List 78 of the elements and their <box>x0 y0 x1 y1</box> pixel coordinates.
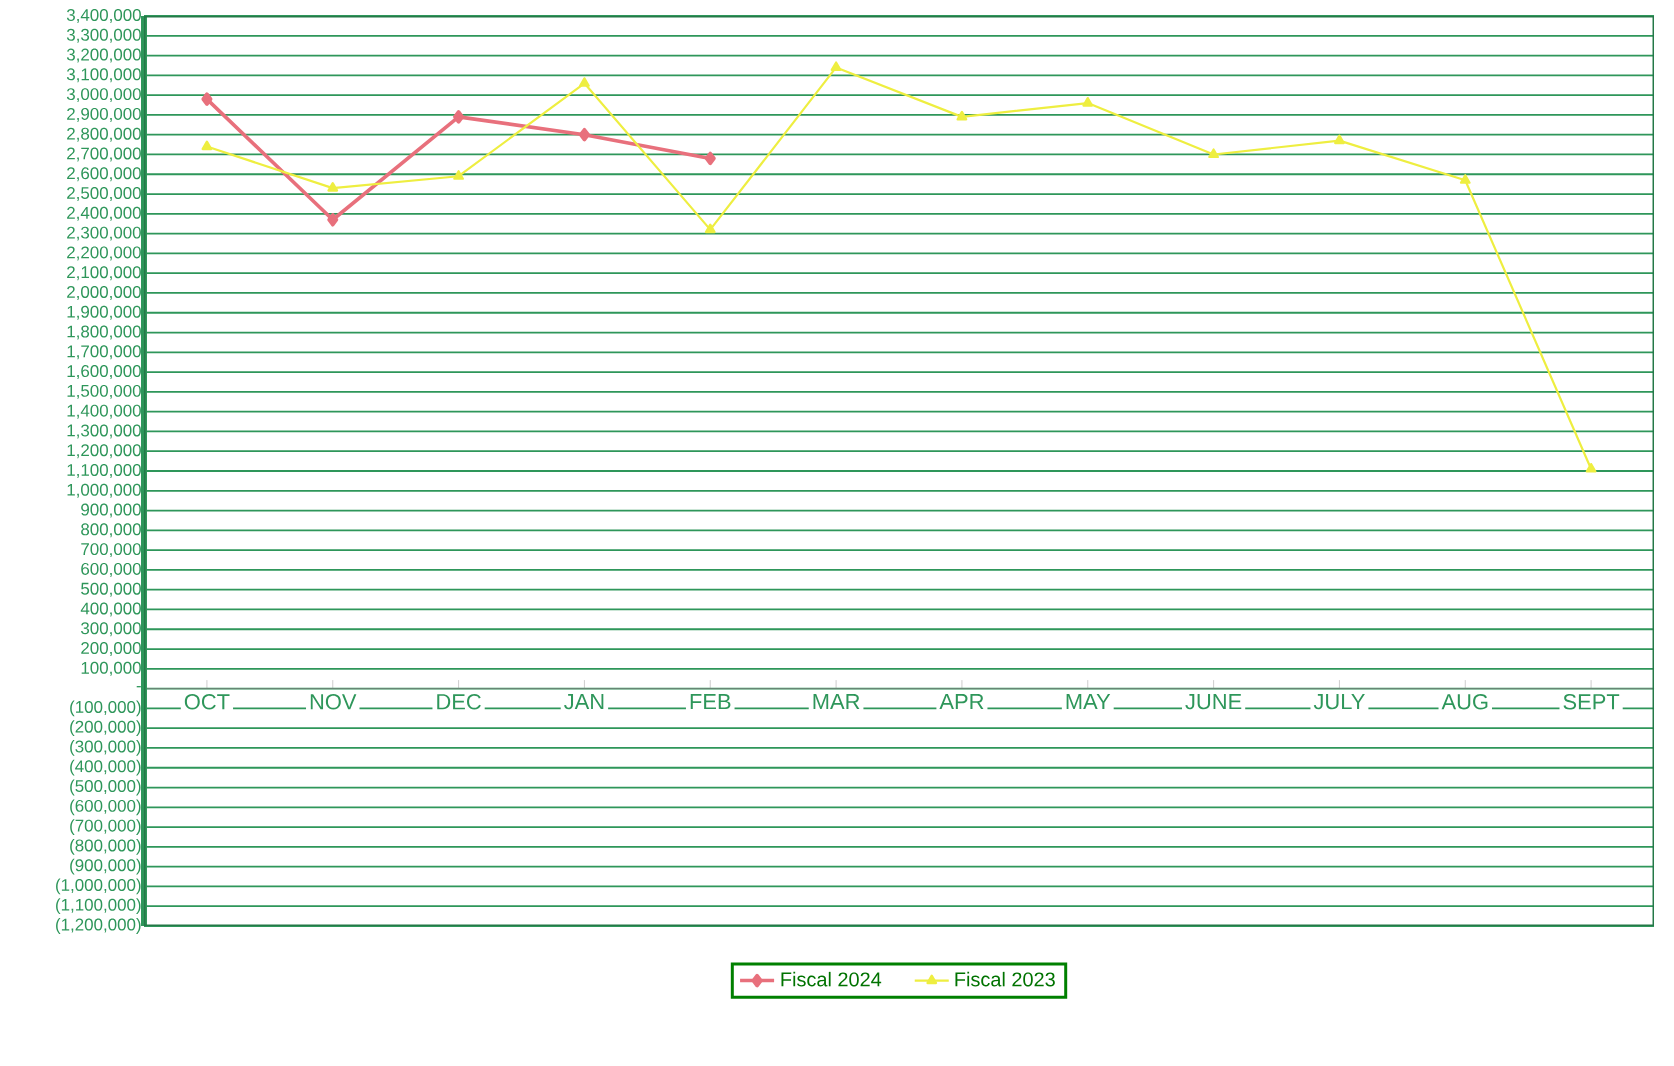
y-tick-label: (100,000) <box>70 700 141 717</box>
x-tick-label: APR <box>939 694 984 710</box>
y-tick-label: 2,500,000 <box>67 187 141 202</box>
y-tick-label: 1,600,000 <box>67 365 141 380</box>
y-tick-label: 1,800,000 <box>67 325 141 340</box>
y-tick-label: 1,100,000 <box>67 464 141 478</box>
y-tick-label: 2,400,000 <box>67 206 141 221</box>
y-tick-label: 500,000 <box>81 582 141 597</box>
point <box>704 223 716 234</box>
y-tick-label: 3,000,000 <box>66 88 141 103</box>
y-tick-label: 600,000 <box>81 562 141 577</box>
x-tick-label: JAN <box>564 694 604 710</box>
y-tick-label: - <box>136 686 141 688</box>
y-tick-label: 1,400,000 <box>67 404 141 419</box>
point <box>579 77 590 87</box>
y-tick-label: 3,200,000 <box>66 48 141 63</box>
y-tick-label: 700,000 <box>81 543 141 558</box>
point <box>327 212 339 227</box>
y-tick-label: 1,300,000 <box>67 424 141 439</box>
x-tick-label: JULY <box>1313 694 1365 710</box>
point <box>578 127 590 142</box>
x-tick-label: AUG <box>1441 694 1488 710</box>
y-tick-label: (400,000) <box>70 759 141 776</box>
y-tick-label: (1,200,000) <box>56 918 141 934</box>
y-tick-label: 2,300,000 <box>67 226 141 241</box>
point <box>1208 148 1220 159</box>
point <box>1334 134 1345 145</box>
y-tick-label: 2,100,000 <box>67 266 141 281</box>
legend-label: Fiscal 2024 <box>781 971 882 987</box>
legend-label: Fiscal 2023 <box>955 971 1055 987</box>
y-tick-label: 3,400,000 <box>66 9 141 23</box>
y-tick-label: 3,300,000 <box>66 28 141 43</box>
x-tick-label: MAR <box>813 694 860 710</box>
x-tick-label: OCT <box>184 694 230 710</box>
x-tick-label: JUNE <box>1185 694 1242 710</box>
point <box>1585 462 1597 473</box>
y-tick-label: 1,000,000 <box>67 483 141 498</box>
y-tick-label: 2,600,000 <box>67 167 141 182</box>
point <box>201 140 213 151</box>
point <box>956 110 968 121</box>
x-tick-label: SEPT <box>1563 694 1620 710</box>
y-tick-label: 2,900,000 <box>67 107 141 122</box>
y-tick-label: (1,000,000) <box>56 878 141 895</box>
y-tick-label: 100,000 <box>81 661 141 676</box>
y-tick-label: 1,200,000 <box>67 444 141 459</box>
y-tick-label: (800,000) <box>70 838 141 855</box>
point <box>453 110 465 124</box>
x-tick-label: FEB <box>690 694 731 710</box>
y-tick-label: 400,000 <box>80 602 141 617</box>
y-tick-label: 3,100,000 <box>66 68 141 83</box>
point <box>327 182 339 192</box>
y-tick-label: 800,000 <box>81 523 141 538</box>
point <box>1459 174 1471 184</box>
y-tick-label: (1,100,000) <box>56 898 141 915</box>
x-tick-label: NOV <box>310 694 357 710</box>
y-tick-label: (300,000) <box>70 740 141 756</box>
y-tick-label: 200,000 <box>81 642 141 657</box>
y-tick-label: 2,700,000 <box>67 147 141 162</box>
point <box>453 170 464 180</box>
x-tick-label: DEC <box>437 694 481 710</box>
y-tick-label: 2,800,000 <box>67 127 141 142</box>
y-tick-label: 300,000 <box>81 622 141 637</box>
y-tick-label: 1,900,000 <box>67 305 141 320</box>
y-tick-label: 1,700,000 <box>67 345 141 360</box>
point <box>830 61 842 72</box>
point <box>201 92 213 106</box>
y-tick-label: 2,200,000 <box>67 246 141 261</box>
y-tick-label: 1,500,000 <box>67 384 141 399</box>
y-tick-label: (700,000) <box>70 819 141 835</box>
y-tick-label: (900,000) <box>70 858 141 875</box>
point <box>704 151 716 166</box>
point <box>1082 96 1094 107</box>
y-tick-label: (600,000) <box>70 799 141 816</box>
x-tick-label: MAY <box>1066 694 1111 710</box>
y-tick-label: 900,000 <box>81 503 141 518</box>
y-tick-label: (200,000) <box>70 720 141 737</box>
y-tick-label: 2,000,000 <box>67 285 141 300</box>
y-tick-label: (500,000) <box>70 779 141 796</box>
